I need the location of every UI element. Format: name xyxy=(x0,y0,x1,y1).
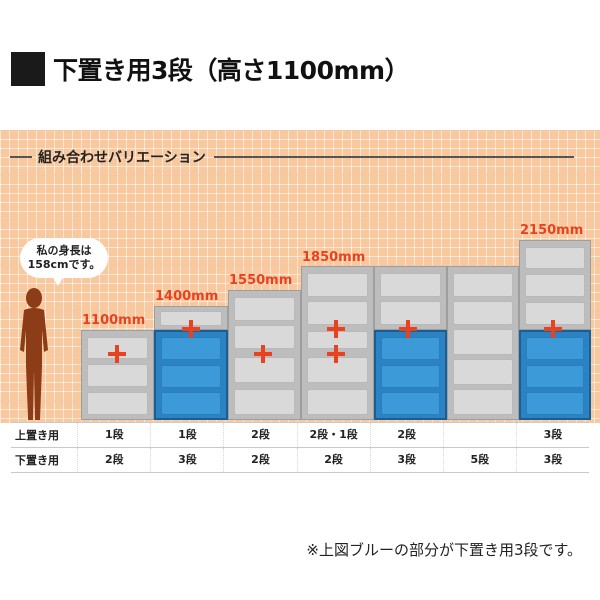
drawer xyxy=(380,301,441,325)
cabinet-1850 xyxy=(301,266,374,420)
table-row: 下置き用 2段 3段 2段 2段 3段 5段 3段 xyxy=(11,448,589,473)
cabinet-1550 xyxy=(228,290,301,420)
drawer xyxy=(161,392,221,415)
plus-icon xyxy=(180,318,202,340)
drawer xyxy=(307,273,368,297)
row-header: 上置き用 xyxy=(15,429,59,442)
combination-table: 上置き用 1段 1段 2段 2段・1段 2段 3段 下置き用 2段 3段 2段 … xyxy=(11,422,589,473)
height-label-1400: 1400mm xyxy=(155,289,219,304)
plus-icon xyxy=(542,318,564,340)
speech-bubble: 私の身長は 158cmです。 xyxy=(20,238,108,278)
bubble-line2: 158cmです。 xyxy=(27,258,101,271)
table-cell: 3段 xyxy=(369,448,443,472)
section-label-text: 組み合わせバリエーション xyxy=(38,150,206,166)
cabinet-base-blue xyxy=(374,330,447,420)
table-row: 上置き用 1段 1段 2段 2段・1段 2段 3段 xyxy=(11,422,589,448)
cabinet-top-col7 xyxy=(519,240,591,330)
footnote: ※上図ブルーの部分が下置き用3段です。 xyxy=(306,541,582,559)
table-cell: 2段・1段 xyxy=(296,423,370,447)
page-title: 下置き用3段（高さ1100mm） xyxy=(11,47,410,91)
plus-icon xyxy=(397,318,419,340)
drawer xyxy=(380,273,441,297)
plus-icon xyxy=(325,318,347,340)
drawer xyxy=(381,365,440,388)
person-silhouette-icon xyxy=(20,288,48,420)
drawer xyxy=(381,392,440,415)
bubble-tail xyxy=(52,276,64,286)
cabinet-col6 xyxy=(447,266,519,420)
table-cell: 2段 xyxy=(223,423,296,447)
plus-icon xyxy=(325,343,347,365)
table-cell: 2段 xyxy=(369,423,443,447)
cabinet-base-blue xyxy=(154,330,228,420)
table-cell: 3段 xyxy=(515,423,589,447)
title-marker xyxy=(11,52,45,86)
table-cell: 2段 xyxy=(296,448,370,472)
drawer xyxy=(87,392,148,415)
drawer xyxy=(453,389,513,415)
plus-icon xyxy=(106,343,128,365)
table-cell xyxy=(442,423,516,447)
drawer xyxy=(161,337,221,360)
table-cell: 5段 xyxy=(442,448,516,472)
height-label-1100: 1100mm xyxy=(82,313,146,328)
drawer xyxy=(453,301,513,325)
bubble-line1: 私の身長は xyxy=(36,244,92,257)
table-cell: 2段 xyxy=(223,448,296,472)
drawer xyxy=(161,365,221,388)
table-cell: 1段 xyxy=(150,423,223,447)
drawer xyxy=(525,302,585,325)
height-label-1550: 1550mm xyxy=(229,273,293,288)
height-label-1850: 1850mm xyxy=(302,250,366,265)
cabinet-base-blue xyxy=(519,330,591,420)
table-cell: 2段 xyxy=(77,448,150,472)
plus-icon xyxy=(252,343,274,365)
drawer xyxy=(234,297,295,321)
drawer xyxy=(381,337,440,360)
drawer xyxy=(307,389,368,415)
drawer xyxy=(526,337,584,360)
title-text: 下置き用3段（高さ1100mm） xyxy=(53,56,410,85)
drawer xyxy=(453,329,513,355)
drawer xyxy=(453,359,513,385)
row-header: 下置き用 xyxy=(15,454,59,467)
drawer xyxy=(526,365,584,388)
drawer xyxy=(525,247,585,269)
table-cell: 3段 xyxy=(150,448,223,472)
drawer xyxy=(87,364,148,387)
height-label-2150: 2150mm xyxy=(520,223,584,238)
cabinet-top-col5 xyxy=(374,266,447,330)
drawer xyxy=(525,274,585,297)
drawer xyxy=(234,389,295,415)
table-cell: 1段 xyxy=(77,423,150,447)
drawer xyxy=(526,392,584,415)
section-label: 組み合わせバリエーション xyxy=(10,146,574,168)
table-cell: 3段 xyxy=(515,448,589,472)
drawer xyxy=(453,273,513,297)
